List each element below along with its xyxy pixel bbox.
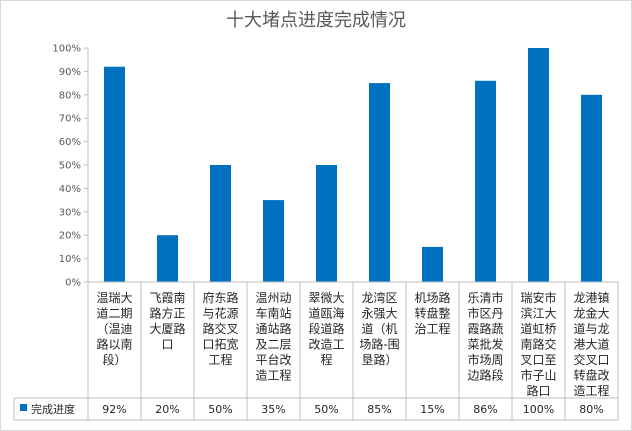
y-tick-label: 10% xyxy=(59,254,81,265)
legend-label: 完成进度 xyxy=(31,402,75,416)
bar xyxy=(316,165,337,282)
bar xyxy=(369,83,390,282)
bar xyxy=(581,94,602,282)
y-tick-label: 100% xyxy=(52,44,81,55)
category-label: 机场路转盘整治工程 xyxy=(414,290,450,336)
bar xyxy=(422,246,443,282)
y-tick-label: 50% xyxy=(59,161,81,172)
y-tick-label: 40% xyxy=(59,184,81,195)
bar xyxy=(263,200,284,282)
bar xyxy=(528,48,549,282)
category-label: 翠微大道瓯海段道路改造工程 xyxy=(308,291,344,367)
bar xyxy=(157,235,178,282)
bars xyxy=(104,48,602,282)
axes: 0% 10% 20% 30% 40% 50% 60% 70% 80% 90% 100% xyxy=(52,44,89,289)
category-label: 乐清市市区丹霞路蔬菜批发市场周边路段 xyxy=(467,290,503,383)
data-label: 80% xyxy=(579,403,603,416)
bar xyxy=(104,66,125,282)
bar xyxy=(210,165,231,282)
data-label: 85% xyxy=(367,403,391,416)
data-label: 86% xyxy=(473,403,497,416)
category-label: 府东路与花源路交叉口拓宽工程 xyxy=(202,290,238,367)
category-label: 瑞安市滨江大道虹桥南路交叉口至市子山路口 xyxy=(520,290,556,398)
chart-title: 十大堵点进度完成情况 xyxy=(226,10,406,31)
category-label: 飞霞南路方正大厦路口 xyxy=(149,290,185,352)
data-label: 50% xyxy=(208,403,232,416)
data-label: 50% xyxy=(314,403,338,416)
y-tick-label: 0% xyxy=(65,278,81,289)
category-label: 温州动车南站通站路及二层平台改造工程 xyxy=(255,291,291,383)
category-label: 龙港镇龙金大道与龙港大道交叉口转盘改造工程 xyxy=(573,291,609,398)
data-label: 20% xyxy=(155,403,179,416)
data-table: 温瑞大道二期（温迪路以南段） 飞霞南路方正大厦路口府东路与花源路交叉口拓宽工程温州… xyxy=(13,281,619,421)
data-label: 100% xyxy=(523,403,554,416)
legend-key xyxy=(20,404,27,411)
y-tick-label: 20% xyxy=(59,231,81,242)
y-tick-label: 70% xyxy=(59,114,81,125)
data-label: 15% xyxy=(420,403,444,416)
data-label: 92% xyxy=(102,403,126,416)
category-label: 龙湾区永强大道（机场路-围垦路） xyxy=(359,290,399,367)
data-label: 35% xyxy=(261,403,285,416)
bar xyxy=(475,80,496,282)
category-label: 温瑞大道二期（温迪路以南段） xyxy=(96,291,132,367)
y-tick-label: 90% xyxy=(59,67,81,78)
y-tick-label: 30% xyxy=(59,207,81,218)
y-tick-label: 60% xyxy=(59,137,81,148)
y-tick-label: 80% xyxy=(59,90,81,101)
